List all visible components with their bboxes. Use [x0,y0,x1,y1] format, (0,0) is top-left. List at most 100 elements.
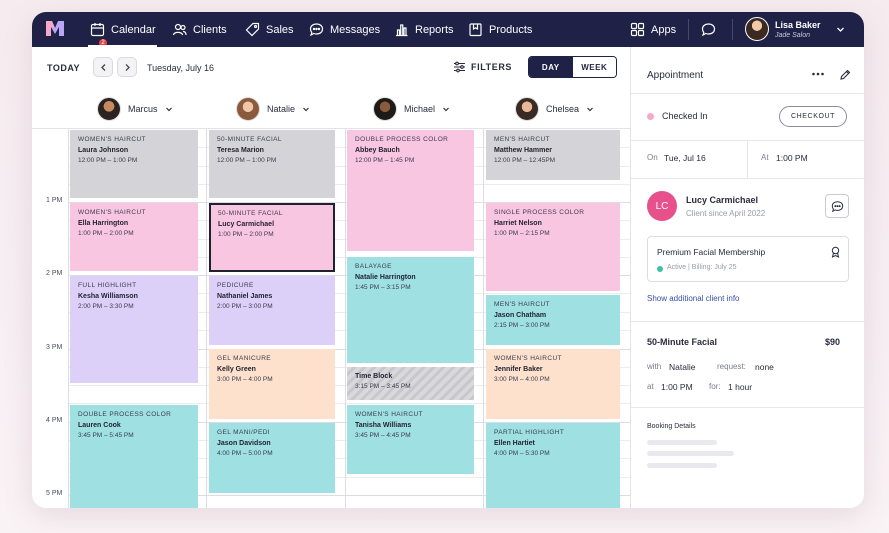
appointment-time: 12:00 PM – 1:00 PM [78,157,138,164]
appointment-card[interactable]: FULL HIGHLIGHT Kesha Williamson 2:00 PM … [70,276,198,383]
appointment-card[interactable]: SINGLE PROCESS COLOR Harriet Nelson 1:00… [486,203,620,291]
appointment-client: Jason Davidson [217,440,271,447]
nav-chat-button[interactable] [701,12,716,47]
chat-bubble-icon [701,23,716,37]
nav-reports[interactable]: Reports [394,12,454,47]
at-value[interactable]: 1:00 PM [661,382,693,392]
checkout-button[interactable]: CHECKOUT [779,106,847,127]
staff-selector-marcus[interactable]: Marcus [97,96,173,122]
time-block-card[interactable]: Time Block 3:15 PM – 3:45 PM [347,367,474,400]
appointment-client: Lucy Carmichael [218,221,275,228]
status-dot [647,113,654,120]
staff-avatar [236,97,260,121]
logo-icon[interactable] [46,21,64,36]
appointment-time: 4:00 PM – 5:30 PM [494,450,550,457]
appointment-time: 1:00 PM – 2:15 PM [494,230,550,237]
appointment-card-selected[interactable]: 50-MINUTE FACIAL Lucy Carmichael 1:00 PM… [209,203,335,272]
appointment-client: Nathaniel James [217,293,273,300]
active-status-dot [657,266,663,272]
box-icon [469,23,482,37]
appointment-card[interactable]: GEL MANI/PEDI Jason Davidson 4:00 PM – 5… [209,423,335,493]
next-day-button[interactable] [117,57,137,77]
nav-messages[interactable]: Messages [309,12,380,47]
date-value[interactable]: Tue, Jul 16 [664,153,706,163]
membership-card[interactable]: Premium Facial Membership Active | Billi… [647,236,849,282]
view-week-button[interactable]: WEEK [572,57,616,77]
client-name[interactable]: Lucy Carmichael [686,195,759,205]
more-options-icon[interactable] [811,71,825,77]
appointment-card[interactable]: 50-MINUTE FACIAL Teresa Marion 12:00 PM … [209,130,335,198]
appointment-service: 50-MINUTE FACIAL [217,136,282,143]
with-label: with [647,362,662,371]
calendar-grid[interactable]: 1 PM 2 PM 3 PM 4 PM 5 PM WOMEN'S HAIRCUT… [32,128,630,508]
grid-line [68,403,630,404]
appointment-card[interactable]: WOMEN'S HAIRCUT Ella Harrington 1:00 PM … [70,203,198,271]
appointment-client: Ella Harrington [78,220,129,227]
prev-day-button[interactable] [93,57,113,77]
request-value[interactable]: none [755,362,774,372]
time-value[interactable]: 1:00 PM [776,153,808,163]
panel-title: Appointment [647,70,704,81]
hour-label: 2 PM [46,270,63,277]
appointment-time: 4:00 PM – 5:00 PM [217,450,273,457]
appointment-card[interactable]: PEDICURE Nathaniel James 2:00 PM – 3:00 … [209,276,335,345]
nav-clients[interactable]: Clients [172,12,227,47]
user-name[interactable]: Lisa Baker [775,20,821,30]
appointment-client: Natalie Harrington [355,274,416,281]
nav-apps[interactable]: Apps [630,12,676,47]
service-name: 50-Minute Facial [647,337,718,347]
hour-label: 1 PM [46,197,63,204]
staff-name: Natalie [267,104,296,114]
appointment-client: Laura Johnson [78,147,129,154]
chevron-down-icon[interactable] [836,25,845,34]
appointment-card[interactable]: BALAYAGE Natalie Harrington 1:45 PM – 3:… [347,257,474,363]
divider [747,140,748,178]
staff-selector-chelsea[interactable]: Chelsea [515,96,594,122]
appointment-card[interactable]: WOMEN'S HAIRCUT Jennifer Baker 3:00 PM –… [486,349,620,419]
staff-name: Michael [404,104,436,114]
hour-label: 3 PM [46,344,63,351]
appointment-client: Jennifer Baker [494,366,543,373]
membership-active: Active [667,264,687,271]
nav-sales[interactable]: Sales [245,12,294,47]
membership-billing: Billing: July 25 [691,264,737,271]
appointment-card[interactable]: GEL MANICURE Kelly Green 3:00 PM – 4:00 … [209,349,335,419]
user-avatar[interactable] [745,17,769,41]
appointment-card[interactable]: PARTIAL HIGHLIGHT Ellen Hartiet 4:00 PM … [486,423,620,508]
duration-value[interactable]: 1 hour [728,382,753,392]
appointment-service: MEN'S HAIRCUT [494,301,550,308]
appointment-service: DOUBLE PROCESS COLOR [78,411,172,418]
edit-pencil-icon[interactable] [839,69,851,81]
appointment-service: GEL MANI/PEDI [217,429,270,436]
appointment-card[interactable]: DOUBLE PROCESS COLOR Abbey Bauch 12:00 P… [347,130,474,251]
appointment-service: WOMEN'S HAIRCUT [78,209,146,216]
duration-label: for: [709,382,721,391]
at-label: at [647,382,654,391]
filters-button[interactable]: FILTERS [453,61,512,73]
hour-label: 5 PM [46,490,63,497]
booking-details-title: Booking Details [647,423,696,430]
nav-products[interactable]: Products [468,12,532,47]
appointment-card[interactable]: WOMEN'S HAIRCUT Tanisha Williams 3:45 PM… [347,405,474,474]
nav-calendar[interactable]: 2 Calendar [88,12,157,47]
staff-selector-michael[interactable]: Michael [373,96,450,122]
staff-avatar [97,97,121,121]
view-day-button[interactable]: DAY [529,57,573,77]
appointment-card[interactable]: WOMEN'S HAIRCUT Laura Johnson 12:00 PM –… [70,130,198,198]
appointment-card[interactable]: DOUBLE PROCESS COLOR Lauren Cook 3:45 PM… [70,405,198,508]
nav-products-label: Products [489,23,533,36]
message-client-button[interactable] [825,194,849,218]
with-value[interactable]: Natalie [669,362,696,372]
today-button[interactable]: TODAY [47,63,81,73]
appointment-card[interactable]: MEN'S HAIRCUT Matthew Hammer 12:00 PM – … [486,130,620,180]
appointment-client: Jason Chatham [494,312,547,319]
nav-divider [688,19,689,40]
appointment-service: GEL MANICURE [217,355,272,362]
nav-reports-label: Reports [415,23,454,36]
appointment-card[interactable]: MEN'S HAIRCUT Jason Chatham 2:15 PM – 3:… [486,295,620,345]
appointment-time: 1:00 PM – 2:00 PM [78,230,134,237]
hour-label: 4 PM [46,417,63,424]
chevron-down-icon [303,107,309,112]
staff-selector-natalie[interactable]: Natalie [236,96,310,122]
show-client-info-link[interactable]: Show additional client info [647,294,740,303]
